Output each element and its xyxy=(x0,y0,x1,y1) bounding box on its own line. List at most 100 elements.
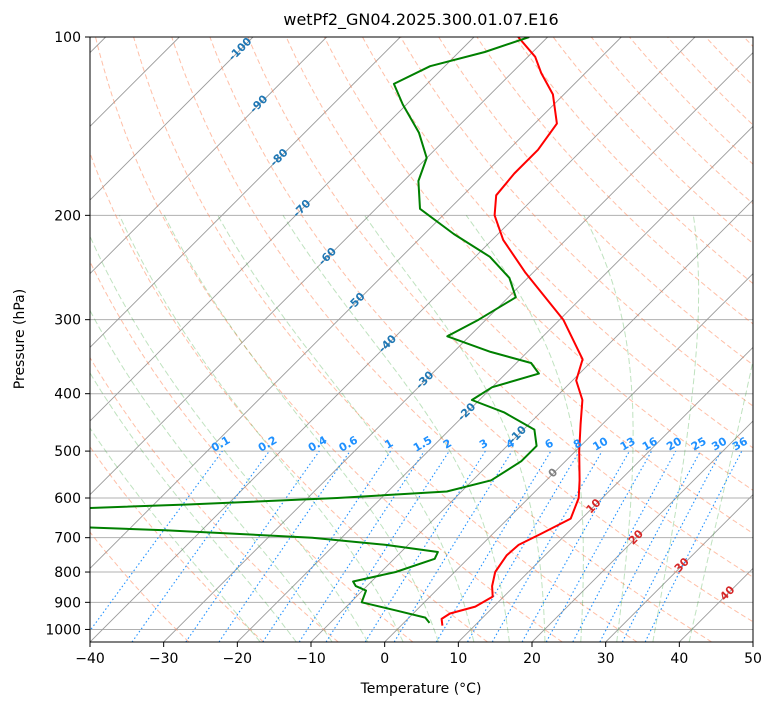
mixing-ratio-line xyxy=(521,450,630,642)
mixing-ratio-line xyxy=(262,450,392,642)
mixing-ratio-label: 1 xyxy=(382,437,395,452)
isotherm-line xyxy=(90,37,622,569)
y-tick-label: 500 xyxy=(54,444,81,460)
dry-adiabat xyxy=(590,37,753,205)
x-tick-label: 10 xyxy=(449,651,467,667)
mixing-ratio-line xyxy=(90,450,223,632)
y-axis-title: Pressure (hPa) xyxy=(12,289,28,389)
isotherm-line xyxy=(90,37,327,275)
dry-adiabat xyxy=(90,445,264,642)
isotherm-label: -100 xyxy=(226,35,255,64)
isotherm-line xyxy=(752,641,753,642)
x-tick-label: 20 xyxy=(523,651,541,667)
sounding-profiles xyxy=(90,37,584,626)
moist-adiabat xyxy=(465,215,584,642)
mixing-ratio-label: 3 xyxy=(477,437,490,452)
x-tick-label: −30 xyxy=(149,651,179,667)
moist-adiabat xyxy=(583,215,634,642)
isotherm-label: -60 xyxy=(316,245,339,268)
y-tick-label: 700 xyxy=(54,531,81,547)
mixing-ratio-label: 6 xyxy=(543,436,556,451)
isotherm-line xyxy=(458,346,753,642)
isotherm-label: -30 xyxy=(413,368,436,391)
x-tick-label: 30 xyxy=(597,651,615,667)
dry-adiabat xyxy=(95,37,563,642)
isotherm-line xyxy=(679,567,753,642)
dry-adiabat xyxy=(400,37,753,407)
mixing-ratio-line xyxy=(599,450,701,642)
moist-adiabat xyxy=(90,309,333,642)
mixing-ratio-label: 2 xyxy=(441,437,454,452)
y-tick-label: 300 xyxy=(54,313,81,329)
dry-adiabat xyxy=(667,37,753,126)
temperature-profile xyxy=(440,37,584,626)
dewpoint-profile xyxy=(90,37,540,624)
moist-adiabat xyxy=(364,215,546,642)
moist-adiabat xyxy=(90,235,369,642)
mixing-ratio-line xyxy=(545,450,653,642)
dry-adiabat xyxy=(171,37,712,642)
isotherm-label: -50 xyxy=(344,290,367,313)
x-tick-label: −40 xyxy=(75,651,105,667)
x-tick-label: −20 xyxy=(223,651,253,667)
mixing-ratio-line xyxy=(644,450,743,642)
isotherm-label: -70 xyxy=(290,197,313,220)
moist-adiabat xyxy=(90,371,297,642)
moist-adiabat xyxy=(652,215,700,642)
isotherm-line xyxy=(384,273,753,642)
mixing-ratio-line xyxy=(621,450,722,642)
isotherm-line xyxy=(90,37,548,496)
reference-curve xyxy=(22,37,75,642)
y-tick-label: 200 xyxy=(54,208,81,224)
dry-adiabat xyxy=(209,37,753,623)
dry-adiabat xyxy=(247,37,753,578)
moist-adiabat xyxy=(688,358,753,642)
dry-adiabat xyxy=(90,531,190,642)
moist-adiabat xyxy=(282,215,510,642)
moist-adiabat xyxy=(90,427,261,642)
mixing-ratio-line xyxy=(393,450,513,642)
dry-adiabat xyxy=(90,356,339,642)
y-tick-label: 1000 xyxy=(45,622,81,638)
warm-isotherm-label: 40 xyxy=(717,583,737,603)
moist-adiabat xyxy=(163,215,439,642)
mixing-ratio-line xyxy=(131,450,270,642)
background-grid xyxy=(90,37,753,642)
y-tick-label: 900 xyxy=(54,595,81,611)
mixing-ratio-line xyxy=(325,450,450,642)
dry-adiabat xyxy=(476,37,753,325)
dry-adiabat xyxy=(133,37,638,642)
isotherm-line xyxy=(90,37,401,348)
x-axis-title: Temperature (°C) xyxy=(360,681,482,697)
dry-adiabat xyxy=(323,37,753,491)
moist-adiabat xyxy=(119,215,404,642)
isotherm-line xyxy=(90,37,696,642)
isotherm-label: -80 xyxy=(267,146,290,169)
mixing-ratio-line xyxy=(572,450,677,642)
mixing-ratio-line xyxy=(185,450,320,642)
plot-frame xyxy=(89,36,754,643)
isotherm-line xyxy=(531,420,753,642)
isotherm-line xyxy=(237,125,753,642)
dry-adiabat xyxy=(90,260,414,642)
dry-adiabat xyxy=(90,151,488,642)
reference-lines xyxy=(22,37,753,642)
chart-title: wetPf2_GN04.2025.300.01.07.E16 xyxy=(283,10,558,30)
y-tick-label: 100 xyxy=(54,30,81,46)
dry-adiabat xyxy=(285,37,753,534)
dry-adiabat xyxy=(362,37,753,449)
isotherm-line xyxy=(163,52,753,642)
dry-adiabat xyxy=(438,37,753,366)
moist-adiabat xyxy=(217,215,475,642)
isotherm-line xyxy=(605,494,753,642)
isotherm-line xyxy=(90,37,254,201)
dry-adiabat xyxy=(705,37,753,87)
dry-adiabat xyxy=(743,37,753,48)
warm-isotherm-label: 10 xyxy=(584,496,604,516)
isotherm-label: -90 xyxy=(247,92,270,115)
x-axis: −40 −30 −20 −10 0 10 20 30 40 50 xyxy=(75,642,762,667)
x-tick-label: 40 xyxy=(670,651,688,667)
y-tick-label: 400 xyxy=(54,387,81,403)
x-tick-label: 0 xyxy=(380,651,389,667)
